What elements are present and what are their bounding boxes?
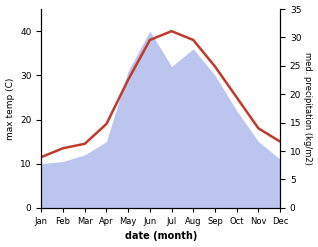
Y-axis label: med. precipitation (kg/m2): med. precipitation (kg/m2) <box>303 52 313 165</box>
X-axis label: date (month): date (month) <box>125 231 197 242</box>
Y-axis label: max temp (C): max temp (C) <box>5 77 15 140</box>
